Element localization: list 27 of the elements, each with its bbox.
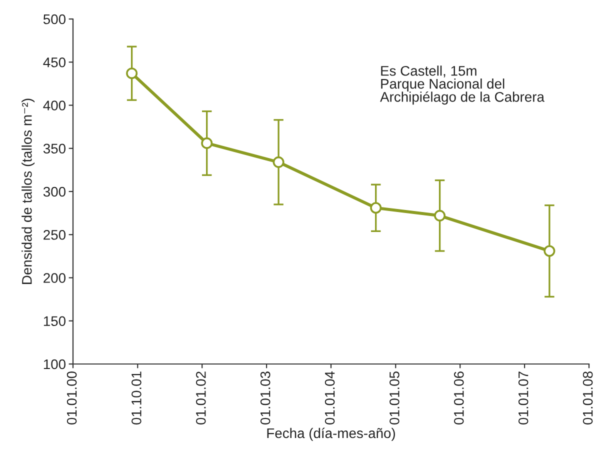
x-tick-label: 01.01.03 [260,372,270,424]
y-tick-label: 100 [44,359,66,370]
x-tick-label: 01.01.02 [196,372,206,424]
x-tick-label: 01.01.05 [390,372,400,424]
point [272,156,284,168]
x-tick-label: 01.01.00 [66,371,77,424]
x-axis-title: Fecha (día-mes-año) [267,428,395,441]
x-tick-label: 01.01.08 [582,372,593,424]
y-tick-label: 150 [44,316,66,326]
y-tick-label: 350 [43,144,66,154]
x-tick-label: 01.01.07 [518,372,528,424]
y-tick-label: 450 [43,57,66,68]
point [370,202,382,214]
annotation: Es Castell, 15m Parque Nacional del Archipiélago de la Cabrera [380,66,544,105]
y-tick-label: 250 [44,230,66,240]
y-tick-label: 400 [43,100,66,110]
x-tick-label: 01.01.04 [324,371,335,424]
point [126,68,138,80]
y-tick-label: 300 [43,186,66,197]
x-tick-label: 01.10.01 [132,372,142,424]
y-tick-label: 200 [44,273,66,283]
y-tick-label: 500 [43,14,66,24]
point [544,245,556,257]
point [434,210,446,222]
x-tick-label: 01.01.06 [454,372,464,424]
point [201,137,213,149]
y-axis-title: Densidad de tallos (tallos m⁻²) [22,98,35,284]
